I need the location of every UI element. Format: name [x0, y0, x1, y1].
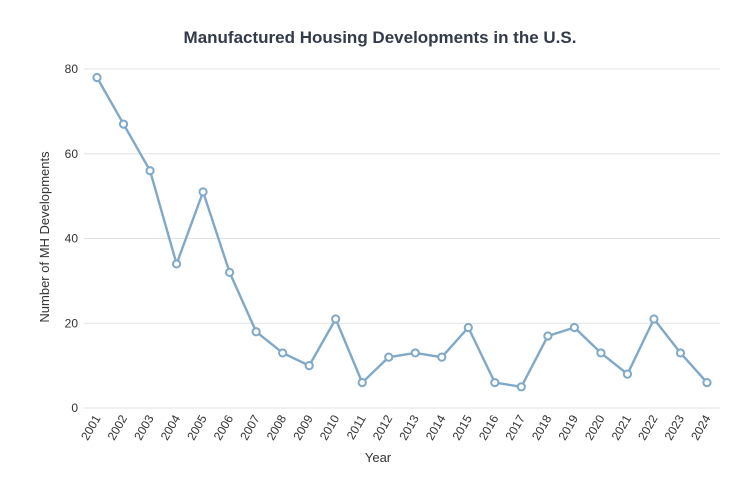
y-tick-label: 60 [65, 147, 79, 161]
y-tick-label: 0 [71, 401, 78, 415]
data-point [518, 383, 525, 390]
x-tick-label: 2012 [370, 412, 396, 442]
data-point [438, 354, 445, 361]
chart-title: Manufactured Housing Developments in the… [184, 28, 577, 47]
x-tick-label: 2008 [264, 412, 290, 442]
x-tick-label: 2002 [105, 412, 131, 442]
data-points [93, 74, 710, 391]
x-tick-label: 2013 [396, 412, 422, 442]
data-point [544, 332, 551, 339]
x-tick-label: 2003 [131, 412, 157, 442]
data-point [624, 371, 631, 378]
data-point [93, 74, 100, 81]
data-point [597, 349, 604, 356]
data-point [385, 354, 392, 361]
y-tick-label: 80 [65, 62, 79, 76]
data-point [412, 349, 419, 356]
x-tick-label: 2006 [211, 412, 237, 442]
data-point [120, 120, 127, 127]
series-line [97, 77, 707, 386]
data-point [491, 379, 498, 386]
x-tick-label: 2021 [609, 412, 635, 442]
x-axis-ticks: 2001 2002 2003 2004 2005 2006 2007 2008 2009 2010… [78, 412, 714, 442]
x-tick-label: 2024 [688, 412, 714, 442]
data-point [465, 324, 472, 331]
x-tick-label: 2019 [556, 412, 582, 442]
data-point [332, 315, 339, 322]
series-layer [97, 77, 707, 386]
data-point [650, 315, 657, 322]
x-axis-label: Year [365, 450, 392, 465]
data-point [226, 269, 233, 276]
data-point [359, 379, 366, 386]
y-axis-ticks: 0 20 40 60 80 [65, 62, 79, 415]
x-tick-label: 2023 [662, 412, 688, 442]
data-point [677, 349, 684, 356]
data-point [146, 167, 153, 174]
y-axis-label: Number of MH Developments [37, 151, 52, 323]
x-tick-label: 2017 [502, 412, 528, 442]
x-tick-label: 2015 [449, 412, 475, 442]
x-tick-label: 2022 [635, 412, 661, 442]
data-point [279, 349, 286, 356]
x-tick-label: 2016 [476, 412, 502, 442]
x-tick-label: 2004 [158, 412, 184, 442]
x-tick-label: 2010 [317, 412, 343, 442]
x-tick-label: 2009 [290, 412, 316, 442]
line-chart: Manufactured Housing Developments in the… [0, 0, 742, 477]
x-tick-label: 2005 [184, 412, 210, 442]
data-point [173, 260, 180, 267]
x-tick-label: 2007 [237, 412, 263, 442]
y-tick-label: 40 [65, 232, 79, 246]
x-tick-label: 2018 [529, 412, 555, 442]
x-tick-label: 2001 [78, 412, 104, 442]
y-tick-label: 20 [65, 316, 79, 330]
x-tick-label: 2011 [344, 412, 369, 442]
data-point [306, 362, 313, 369]
x-tick-label: 2014 [423, 412, 449, 442]
data-point [703, 379, 710, 386]
data-point [571, 324, 578, 331]
gridlines [84, 69, 720, 408]
x-tick-label: 2020 [582, 412, 608, 442]
data-point [199, 188, 206, 195]
data-point [253, 328, 260, 335]
